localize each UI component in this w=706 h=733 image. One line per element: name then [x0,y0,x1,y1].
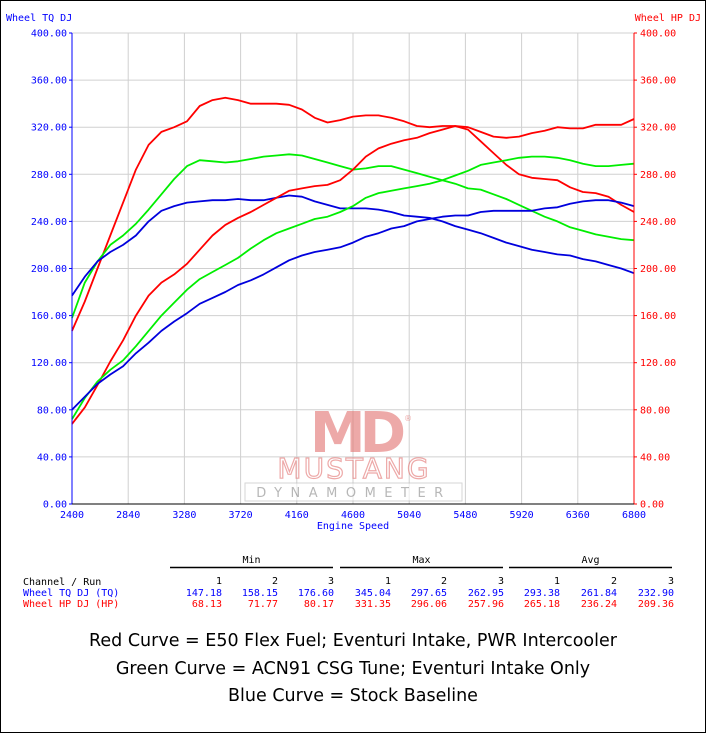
y-tick-label-right: 40.00 [640,452,670,463]
caption-red: Red Curve = E50 Flex Fuel; Eventuri Inta… [89,631,617,651]
logo-registered-mark: ® [404,414,412,423]
logo-sub-box [244,482,463,502]
y-tick-label-right: 0.00 [640,500,664,511]
caption-green: Green Curve = ACN91 CSG Tune; Eventuri I… [115,659,591,679]
y-axis-title-left: Wheel TQ DJ [6,13,72,24]
y-tick-label-right: 80.00 [640,405,670,416]
stats-cell: 331.35 [355,599,391,610]
y-axis-title-right: Wheel HP DJ [635,13,701,24]
series-line-hp-run2 [71,155,635,420]
stats-cell: 158.15 [242,588,278,599]
x-tick-label: 4600 [341,510,365,521]
stats-cell: 261.84 [581,588,617,599]
y-tick-label-right: 240.00 [640,217,676,228]
x-tick-label: 5920 [510,510,534,521]
series-line-tq-run1 [71,96,635,332]
stats-run-label: 3 [498,576,504,587]
y-tick-label-left: 80.00 [37,405,67,416]
series-line-hp-run3 [71,199,635,411]
x-tick-label: 5480 [453,510,477,521]
y-tick-label-left: 320.00 [31,123,67,134]
series-line-hp-run1 [71,118,635,425]
y-tick-label-right: 200.00 [640,264,676,275]
stats-cell: 176.60 [298,588,334,599]
axes: 0.00 0.00 40.00 40.00 80.00 80.00 120.00 120.00… [6,13,701,532]
stats-cell: 297.65 [411,588,447,599]
stats-cell: 209.36 [638,599,674,610]
stats-table: Min Max Avg Channel / Run 1 2 3 1 2 3 1 2 3 Wheel TQ … [23,555,674,610]
y-tick-label-right: 280.00 [640,170,676,181]
stats-group-label: Avg [581,555,599,566]
logo-brand-text: MUSTANG [277,452,430,485]
x-tick-label: 2840 [116,510,140,521]
x-tick-label: 6800 [622,510,646,521]
x-tick-label: 4160 [285,510,309,521]
stats-run-label: 2 [611,576,617,587]
y-tick-label-left: 200.00 [31,264,67,275]
stats-cell: 232.90 [638,588,674,599]
stats-run-label: 1 [554,576,560,587]
x-tick-label: 3720 [229,510,253,521]
y-tick-label-right: 400.00 [640,29,676,40]
stats-run-label: 3 [328,576,334,587]
y-tick-label-left: 240.00 [31,217,67,228]
y-tick-label-right: 160.00 [640,311,676,322]
y-tick-label-left: 0.00 [43,500,67,511]
caption-blue: Blue Curve = Stock Baseline [228,686,478,706]
stats-cell: 262.95 [468,588,504,599]
stats-cell: 345.04 [355,588,391,599]
y-tick-label-left: 120.00 [31,358,67,369]
stats-run-label: 2 [272,576,278,587]
stats-row-label: Wheel TQ DJ (TQ) [23,588,119,599]
y-tick-label-left: 280.00 [31,170,67,181]
stats-cell: 293.38 [524,588,560,599]
stats-run-label: 2 [441,576,447,587]
stats-run-label: 1 [216,576,222,587]
logo-sub-text: DYNAMOMETER [256,486,451,501]
stats-group-label: Min [242,555,260,566]
stats-cell: 68.13 [192,599,222,610]
mustang-dynamometer-logo: MD ® MUSTANG DYNAMOMETER [244,401,463,502]
x-tick-label: 2400 [60,510,84,521]
stats-group-label: Max [412,555,430,566]
stats-cell: 147.18 [186,588,222,599]
x-tick-label: 3280 [172,510,196,521]
stats-cell: 257.96 [468,599,504,610]
x-tick-label: 5040 [397,510,421,521]
stats-cell: 80.17 [304,599,334,610]
stats-cell: 236.24 [581,599,617,610]
x-axis-title: Engine Speed [317,521,389,532]
curves [71,96,635,425]
y-tick-label-right: 360.00 [640,76,676,87]
y-tick-label-left: 360.00 [31,76,67,87]
y-tick-label-left: 160.00 [31,311,67,322]
stats-row-label: Wheel HP DJ (HP) [23,599,119,610]
stats-cell: 265.18 [524,599,560,610]
stats-cell: 296.06 [411,599,447,610]
stats-run-label: 3 [668,576,674,587]
y-tick-label-right: 120.00 [640,358,676,369]
stats-header-label: Channel / Run [23,577,101,588]
y-tick-label-right: 320.00 [640,123,676,134]
y-tick-label-left: 400.00 [31,29,67,40]
stats-cell: 71.77 [248,599,278,610]
x-tick-label: 6360 [566,510,590,521]
stats-run-label: 1 [385,576,391,587]
y-tick-label-left: 40.00 [37,452,67,463]
series-line-tq-run3 [71,194,635,297]
logo-md-mark: MD [310,401,404,466]
